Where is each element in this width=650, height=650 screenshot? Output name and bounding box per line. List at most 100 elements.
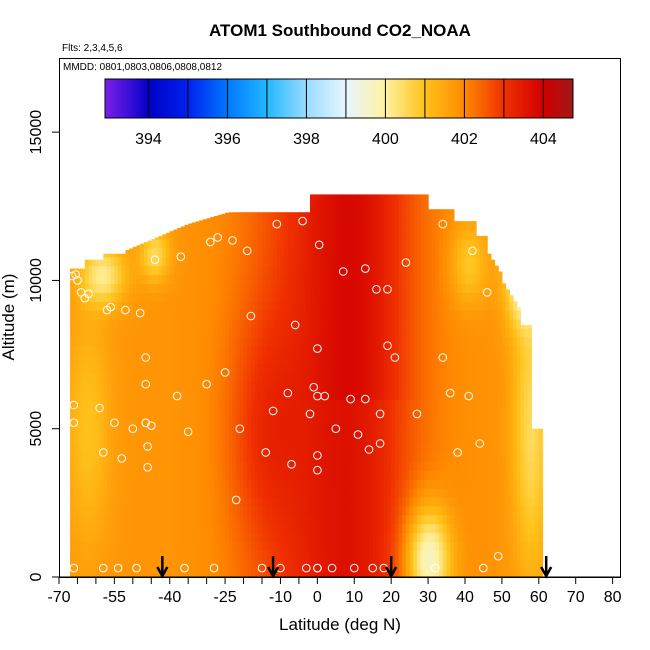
heatmap-cell — [531, 532, 536, 543]
heatmap-cell — [494, 532, 499, 543]
heatmap-cell — [509, 381, 514, 391]
heatmap-cell — [169, 381, 175, 391]
heatmap-cell — [343, 505, 348, 516]
heatmap-cell — [383, 488, 389, 498]
heatmap-cell — [439, 256, 444, 267]
heatmap-cell — [280, 301, 285, 311]
heatmap-cell — [92, 390, 97, 400]
heatmap-cell — [501, 310, 507, 320]
heatmap-cell — [184, 399, 189, 409]
heatmap-cell — [184, 238, 189, 249]
heatmap-cell — [464, 274, 470, 284]
heatmap-cell — [273, 230, 278, 240]
heatmap-cell — [394, 470, 400, 480]
heatmap-cell — [180, 354, 186, 365]
heatmap-cell — [81, 461, 86, 471]
heatmap-cell — [372, 523, 378, 534]
heatmap-cell — [287, 372, 293, 382]
heatmap-cell — [221, 238, 226, 249]
heatmap-cell — [276, 256, 282, 267]
heatmap-cell — [177, 336, 182, 347]
heatmap-cell — [276, 327, 282, 338]
heatmap-cell — [446, 452, 451, 462]
heatmap-cell — [173, 256, 178, 267]
heatmap-cell — [95, 345, 101, 356]
heatmap-cell — [258, 461, 263, 471]
heatmap-cell — [483, 238, 488, 249]
heatmap-cell — [313, 283, 318, 293]
heatmap-cell — [254, 318, 259, 329]
heatmap-cell — [154, 496, 160, 507]
heatmap-cell — [106, 443, 112, 454]
heatmap-cell — [442, 310, 448, 320]
heatmap-cell — [428, 541, 433, 551]
heatmap-cell — [498, 443, 503, 454]
heatmap-cell — [383, 390, 389, 400]
heatmap-cell — [417, 390, 422, 400]
heatmap-cell — [494, 523, 499, 534]
heatmap-cell — [509, 354, 514, 365]
heatmap-cell — [361, 230, 366, 240]
heatmap-cell — [280, 523, 285, 534]
heatmap-cell — [214, 399, 219, 409]
heatmap-cell — [376, 488, 381, 498]
heatmap-cell — [317, 292, 322, 302]
heatmap-cell — [354, 212, 359, 222]
heatmap-cell — [520, 354, 525, 365]
heatmap-cell — [335, 274, 341, 284]
heatmap-cell — [398, 505, 403, 516]
heatmap-cell — [361, 372, 366, 382]
heatmap-cell — [383, 407, 389, 418]
heatmap-cell — [225, 425, 230, 436]
heatmap-cell — [191, 452, 197, 462]
heatmap-cell — [476, 461, 481, 471]
heatmap-cell — [431, 425, 437, 436]
heatmap-cell — [472, 327, 477, 338]
heatmap-cell — [114, 274, 119, 284]
heatmap-cell — [243, 212, 248, 222]
heatmap-cell — [524, 434, 529, 445]
heatmap-cell — [140, 541, 145, 551]
heatmap-cell — [173, 496, 178, 507]
heatmap-cell — [225, 363, 230, 373]
heatmap-cell — [405, 256, 411, 267]
heatmap-cell — [446, 514, 451, 525]
heatmap-cell — [435, 470, 440, 480]
heatmap-cell — [298, 336, 304, 347]
heatmap-cell — [472, 399, 477, 409]
heatmap-cell — [365, 461, 370, 471]
heatmap-cell — [402, 443, 407, 454]
heatmap-cell — [402, 523, 407, 534]
heatmap-cell — [243, 354, 248, 365]
heatmap-cell — [121, 541, 127, 551]
heatmap-cell — [254, 496, 259, 507]
heatmap-cell — [143, 265, 149, 276]
heatmap-cell — [258, 407, 263, 418]
heatmap-cell — [446, 399, 451, 409]
heatmap-cell — [402, 496, 407, 507]
heatmap-cell — [402, 221, 407, 231]
heatmap-cell — [357, 488, 363, 498]
heatmap-cell — [516, 559, 521, 569]
heatmap-cell — [357, 434, 363, 445]
heatmap-cell — [291, 381, 296, 391]
heatmap-cell — [195, 283, 200, 293]
heatmap-cell — [99, 532, 104, 543]
heatmap-cell — [177, 265, 182, 276]
heatmap-cell — [424, 336, 429, 347]
heatmap-cell — [143, 247, 149, 258]
heatmap-cell — [162, 425, 167, 436]
heatmap-cell — [335, 443, 341, 454]
heatmap-cell — [306, 523, 311, 534]
heatmap-cell — [328, 470, 333, 480]
heatmap-cell — [202, 336, 208, 347]
heatmap-cell — [512, 399, 518, 409]
heatmap-cell — [479, 425, 485, 436]
heatmap-cell — [143, 488, 149, 498]
heatmap-cell — [239, 407, 245, 418]
heatmap-cell — [317, 372, 322, 382]
heatmap-cell — [221, 381, 226, 391]
heatmap-cell — [446, 327, 451, 338]
heatmap-cell — [239, 550, 245, 560]
heatmap-cell — [369, 550, 374, 560]
